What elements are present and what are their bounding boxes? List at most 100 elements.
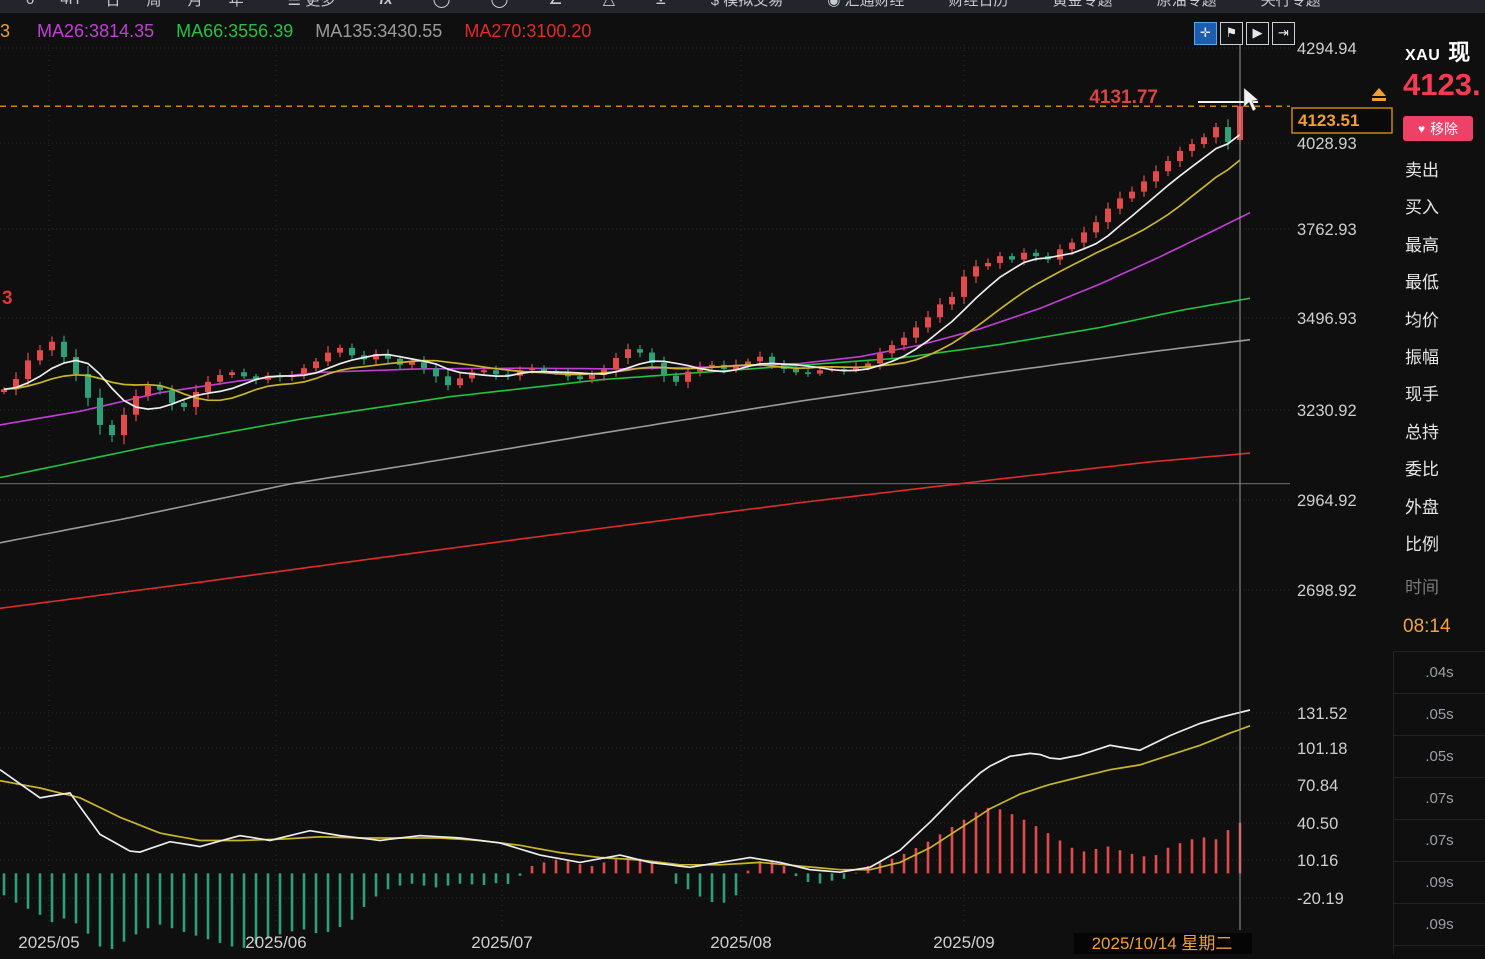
macd-histogram [2, 807, 1242, 949]
macd-signal-line [0, 725, 1251, 871]
field-label-总持: 总持 [1405, 422, 1439, 442]
fx-indicator-button[interactable]: fx [379, 0, 392, 8]
current-price-box [1291, 107, 1393, 134]
quote-fields: 卖出买入最高最低均价振幅现手总持委比外盘比例 [1393, 152, 1485, 563]
collapse-panel-button[interactable]: ⇥ [1272, 22, 1295, 45]
tick-row-1: .04s [1394, 651, 1485, 693]
field-label-均价: 均价 [1405, 310, 1439, 330]
arrow-down-tool-icon[interactable]: ⊻ [655, 0, 667, 9]
crosshair-date-text: 2025/10/14 星期二 [1092, 934, 1233, 953]
price-up-arrow-base [1372, 98, 1386, 101]
tick-list: .04s.05s.05s.07s.07s.09s.09s.10s [1393, 651, 1485, 954]
time-field-value: 08:14 [1403, 616, 1451, 637]
field-label-振幅: 振幅 [1405, 347, 1439, 367]
price-up-arrow-icon [1372, 88, 1386, 96]
ma135-line [0, 338, 1251, 544]
menu-item-4[interactable]: 黄金专题 [1052, 0, 1113, 9]
tick-row-8: .10s [1394, 945, 1485, 954]
timeframe-button-日[interactable]: 日 [105, 0, 121, 9]
symbol-row: XAU 现 [1405, 35, 1470, 67]
svg-text:-20.19: -20.19 [1297, 890, 1344, 908]
field-label-最高: 最高 [1405, 235, 1439, 255]
date-axis-labels: 2025/05 2025/06 2025/07 2025/08 2025/09 [18, 933, 994, 952]
quote-sidebar: XAU 现 4123. ♥ 移除 卖出买入最高最低均价振幅现手总持委比外盘比例 时… [1393, 13, 1485, 954]
last-price: 4123. [1403, 67, 1481, 102]
time-field-label: 时间 [1405, 578, 1439, 597]
triangle-tool-icon[interactable]: △ [603, 0, 615, 9]
symbol-code: XAU [1405, 47, 1441, 64]
field-label-买入: 买入 [1405, 198, 1439, 218]
ma-legend-item-4: MA270:3100.20 [464, 21, 592, 41]
remove-favorite-button[interactable]: ♥ 移除 [1403, 116, 1473, 141]
chart-control-buttons: ✛ ⚑ ▶ ⇥ [1194, 22, 1295, 45]
svg-text:4028.93: 4028.93 [1297, 135, 1357, 153]
field-label-比例: 比例 [1405, 534, 1439, 554]
ma-legend-item-1: MA26:3814.35 [37, 21, 155, 41]
menu-item-2[interactable]: ◉ 汇通财经 [827, 0, 905, 9]
legend-partial-text: 3 [0, 21, 11, 41]
current-price-text: 4123.51 [1298, 111, 1359, 130]
svg-text:3762.93: 3762.93 [1297, 221, 1357, 239]
tick-row-3: .05s [1394, 735, 1485, 777]
svg-text:2025/06: 2025/06 [245, 933, 306, 952]
tick-row-6: .09s [1394, 861, 1485, 903]
ma-slow-line [3, 159, 1241, 402]
timeframe-button-周[interactable]: 周 [146, 0, 162, 9]
svg-text:3230.92: 3230.92 [1297, 402, 1357, 420]
svg-text:2025/05: 2025/05 [18, 933, 79, 952]
menu-item-5[interactable]: 原油专题 [1156, 0, 1217, 9]
price-axis-labels: 4294.94 4028.93 3762.93 3496.93 3230.92 2964.… [1297, 40, 1357, 908]
tick-row-5: .07s [1394, 819, 1485, 861]
symbol-name: 现 [1448, 40, 1471, 65]
top-toolbar-items: 0 4H 日 周 月 年 ☰ 更多 fx ◯ ◯ ∠ △ ⊻ $ 模拟交易 ◉ 汇通财经 财经日历 黄金专题 原油… [0, 0, 1485, 13]
svg-text:2698.92: 2698.92 [1297, 582, 1357, 600]
chart-play-flag-button[interactable]: ▶ [1246, 22, 1269, 45]
svg-text:131.52: 131.52 [1297, 705, 1347, 723]
swing-high-label: 4131.77 [1089, 87, 1158, 108]
more-button[interactable]: ☰ 更多 [287, 0, 336, 9]
left-partial-label: 3 [2, 288, 13, 309]
ma66-line [0, 297, 1251, 479]
svg-text:2025/08: 2025/08 [710, 933, 771, 952]
candlestick-chart[interactable]: 4131.77 4294.94 4028.93 3762.93 3496.93 3230.… [0, 20, 1393, 954]
ma26-line [0, 211, 1251, 426]
ma-fast-line [3, 133, 1241, 410]
mouse-cursor-icon [1243, 87, 1259, 112]
top-toolbar: 0 4H 日 周 月 年 ☰ 更多 fx ◯ ◯ ∠ △ ⊻ $ 模拟交易 ◉ 汇通财经 财经日历 黄金专题 原油… [0, 0, 1485, 13]
ma270-line [0, 452, 1251, 610]
field-label-最低: 最低 [1405, 273, 1439, 293]
heart-icon: ♥ [1417, 121, 1426, 136]
svg-text:10.16: 10.16 [1297, 852, 1338, 870]
field-label-卖出: 卖出 [1405, 161, 1439, 180]
svg-text:3496.93: 3496.93 [1297, 310, 1357, 328]
svg-text:4294.94: 4294.94 [1297, 40, 1357, 58]
svg-text:40.50: 40.50 [1297, 815, 1338, 833]
trendline-tool-icon[interactable]: ∠ [548, 0, 562, 9]
timeframe-button-4H[interactable]: 4H [60, 0, 79, 8]
timeframe-button-0[interactable]: 0 [26, 0, 34, 8]
timeframe-button-月[interactable]: 月 [187, 0, 203, 9]
timeframe-button-年[interactable]: 年 [228, 0, 244, 9]
crosshair-date-box [1074, 933, 1252, 954]
svg-text:101.18: 101.18 [1297, 740, 1347, 758]
menu-item-3[interactable]: 财经日历 [948, 0, 1009, 9]
svg-text:2964.92: 2964.92 [1297, 492, 1357, 510]
menu-item-1[interactable]: $ 模拟交易 [710, 0, 784, 9]
svg-text:70.84: 70.84 [1297, 777, 1338, 795]
svg-text:2025/07: 2025/07 [471, 933, 532, 952]
gridlines [0, 45, 1290, 930]
crosshair-move-button[interactable]: ✛ [1194, 22, 1217, 45]
menu-item-6[interactable]: 央行专题 [1260, 0, 1321, 9]
tick-row-7: .09s [1394, 903, 1485, 945]
ma-legend: 3 MA26:3814.35 MA66:3556.39 MA135:3430.55 M… [0, 21, 613, 43]
svg-text:2025/09: 2025/09 [933, 933, 994, 952]
tick-row-4: .07s [1394, 777, 1485, 819]
field-label-委比: 委比 [1405, 460, 1439, 480]
zoom-in-icon[interactable]: ◯ [433, 0, 451, 9]
chart-flag-button[interactable]: ⚑ [1220, 22, 1243, 45]
zoom-out-icon[interactable]: ◯ [490, 0, 508, 9]
field-label-现手: 现手 [1405, 385, 1439, 405]
ma-legend-item-2: MA66:3556.39 [176, 21, 294, 41]
remove-button-label: 移除 [1430, 120, 1459, 137]
field-label-外盘: 外盘 [1405, 497, 1439, 517]
